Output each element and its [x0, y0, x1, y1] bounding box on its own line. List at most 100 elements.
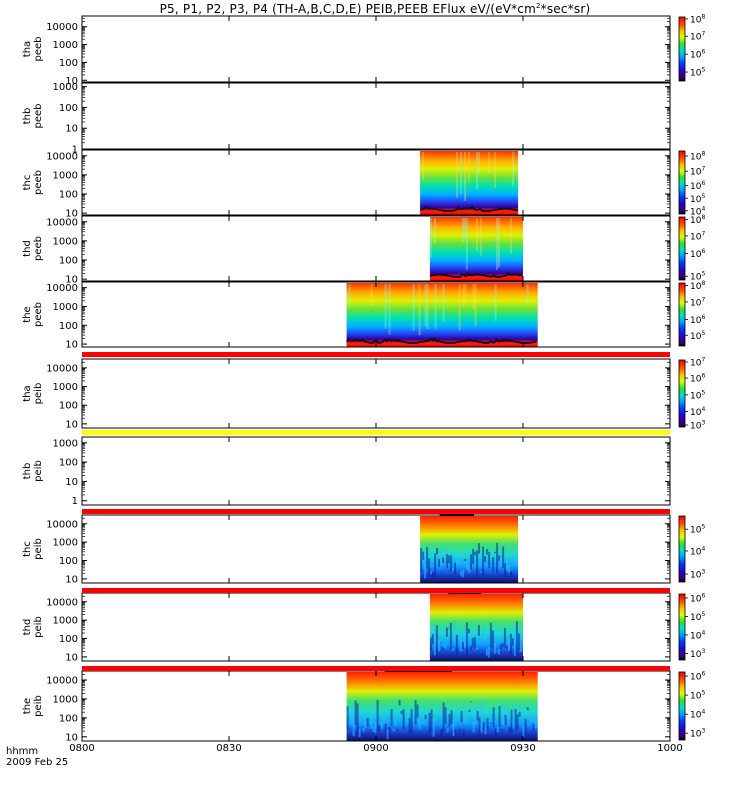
colorbar-tick-label: 105 [690, 330, 705, 342]
panel-the-peeb: 10 100 1000 10000 the peeb 105 106 107 108 [22, 280, 705, 351]
y-tick-label: 1000 [53, 40, 78, 51]
colorbar-tick-label: 108 [690, 13, 705, 25]
colorbar-tick-label: 106 [690, 314, 705, 326]
y-tick-label: 1000 [53, 538, 78, 549]
spectrogram-data-block [420, 151, 519, 215]
y-tick-label: 10 [65, 124, 78, 135]
y-tick-label: 10000 [46, 22, 78, 33]
panel-probe-label: thd [22, 619, 33, 636]
panel-frame [81, 358, 671, 429]
spectrogram-texture [422, 152, 515, 202]
panel-probe-label: thb [22, 108, 33, 125]
missing-data-bar-red [82, 588, 670, 593]
panel-product-label: peeb [33, 236, 44, 261]
y-tick-label: 10000 [46, 151, 78, 162]
colorbar-tick-label: 103 [690, 648, 705, 660]
colorbar-the-peeb: 105 106 107 108 [678, 280, 705, 347]
y-tick-label: 1000 [53, 694, 78, 705]
panel-product-label: peib [33, 460, 44, 482]
panel-probe-label: the [22, 306, 33, 322]
panel-product-label: peib [33, 695, 44, 717]
y-tick-label: 100 [59, 556, 78, 567]
y-tick-label: 100 [59, 190, 78, 201]
panel-frame [81, 436, 671, 506]
spectrogram-texture [420, 542, 519, 579]
colorbar-tick-label: 105 [690, 690, 705, 702]
colorbar-tick-label: 108 [690, 214, 705, 226]
missing-data-bar-yellow [82, 430, 670, 435]
y-tick-label: 100 [59, 634, 78, 645]
colorbar-tick-label: 103 [690, 569, 705, 581]
colorbar-tick-label: 107 [690, 230, 705, 242]
panel-frame [81, 82, 671, 150]
y-tick-label: 10000 [46, 217, 78, 228]
colorbar-tick-label: 104 [690, 545, 705, 557]
colorbar-tick-label: 107 [690, 357, 705, 369]
y-tick-label: 1 [72, 145, 78, 156]
panel-probe-label: thc [22, 175, 33, 191]
y-tick-label: 10000 [46, 676, 78, 687]
panel-thb-peib: 1 10 100 1000 thb peib [22, 436, 671, 507]
colorbar-tick-label: 105 [690, 389, 705, 401]
panel-frame [81, 514, 671, 584]
spectrogram-data-block [429, 217, 523, 281]
colorbar-tick-label: 106 [690, 592, 705, 604]
panel-frame [81, 15, 671, 83]
y-tick-label: 1 [72, 496, 78, 507]
panel-tha-peeb: 10 100 1000 10000 tha peeb 105 106 107 108 [22, 13, 705, 86]
missing-data-bar-red [82, 509, 670, 514]
spectrogram-data-block [346, 283, 538, 347]
time-axis-label: hhmm [6, 746, 39, 757]
x-tick-label: 0830 [216, 743, 241, 754]
spectrogram-texture [348, 284, 529, 336]
y-tick-label: 100 [59, 103, 78, 114]
y-tick-label: 10 [65, 76, 78, 87]
y-tick-label: 1000 [53, 382, 78, 393]
y-tick-label: 10 [65, 732, 78, 743]
colorbar-tick-label: 106 [690, 180, 705, 192]
colorbar-tick-label: 106 [690, 49, 705, 61]
y-tick-label: 10000 [46, 597, 78, 608]
colorbar-the-peib: 103 104 105 106 [678, 671, 705, 741]
colorbar-tick-label: 103 [690, 419, 705, 431]
panel-thb-peeb: 1 10 100 1000 thb peeb [22, 82, 671, 156]
missing-data-bar-red [82, 352, 670, 357]
panel-frame [81, 149, 671, 216]
panel-probe-label: tha [22, 41, 33, 57]
spectrogram-data-block [429, 594, 523, 661]
colorbar-tick-label: 105 [690, 524, 705, 536]
spectrogram-texture [346, 699, 537, 740]
y-tick-label: 10000 [46, 283, 78, 294]
y-tick-label: 100 [59, 58, 78, 69]
spectrogram-trace [429, 272, 523, 278]
panel-product-label: peeb [33, 104, 44, 129]
x-tick-label: 0930 [510, 743, 535, 754]
panel-product-label: peib [33, 616, 44, 638]
panel-probe-label: tha [22, 385, 33, 401]
y-tick-label: 100 [59, 256, 78, 267]
y-tick-label: 10000 [46, 519, 78, 530]
x-tick-label: 1000 [657, 743, 682, 754]
colorbar-tick-label: 104 [690, 629, 705, 641]
missing-data-bar-red [82, 666, 670, 671]
y-tick-label: 10 [65, 419, 78, 430]
spectrogram-texture [429, 218, 512, 270]
colorbar-tick-label: 105 [690, 193, 705, 205]
y-tick-label: 1000 [53, 616, 78, 627]
y-tick-label: 100 [59, 458, 78, 469]
y-tick-label: 10 [65, 652, 78, 663]
panel-frame [81, 592, 671, 662]
panel-product-label: peeb [33, 37, 44, 62]
colorbar-thc-peib: 103 104 105 [678, 515, 705, 583]
title-suffix: *sec*sr) [540, 2, 591, 16]
colorbar-tha-peeb: 105 106 107 108 [678, 13, 705, 82]
panel-product-label: peib [33, 383, 44, 405]
y-tick-label: 10 [65, 574, 78, 585]
